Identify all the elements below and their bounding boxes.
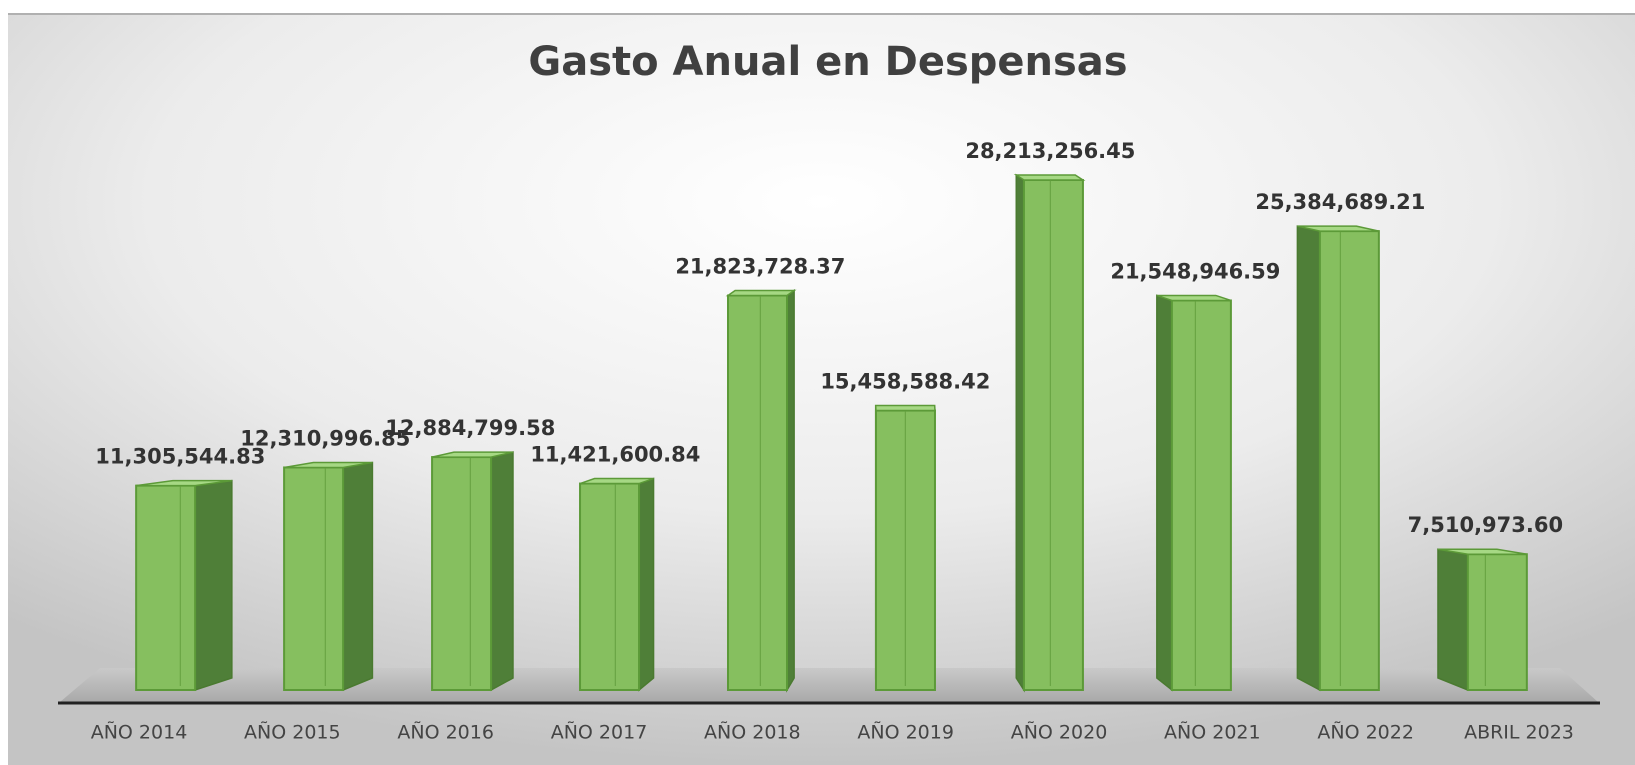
- bar: [431, 456, 493, 691]
- x-tick-label: ABRIL 2023: [1464, 722, 1574, 744]
- bar-side: [194, 479, 233, 692]
- bar-top: [579, 477, 654, 485]
- bar-top: [431, 451, 514, 458]
- x-tick-label: AÑO 2020: [1011, 721, 1108, 744]
- bar-side: [490, 451, 514, 692]
- bar-top: [1156, 294, 1232, 302]
- bar-top: [874, 404, 936, 412]
- bar: [135, 484, 197, 692]
- bar: [1022, 178, 1084, 691]
- chart-title: Gasto Anual en Despensas: [528, 39, 1127, 85]
- bar-top: [1013, 174, 1086, 181]
- bar: [1318, 230, 1380, 691]
- x-tick-label: AÑO 2017: [551, 721, 648, 744]
- bar-side: [1437, 548, 1469, 692]
- bar: [283, 466, 345, 691]
- bar-side: [786, 289, 795, 693]
- value-label: 7,510,973.60: [1408, 513, 1563, 537]
- value-label: 12,884,799.58: [385, 416, 555, 440]
- value-label: 25,384,689.21: [1255, 190, 1425, 214]
- value-label: 21,823,728.37: [675, 255, 845, 279]
- x-tick-label: AÑO 2022: [1317, 721, 1414, 744]
- bar-side: [1156, 294, 1173, 692]
- value-label: 11,305,544.83: [95, 445, 265, 469]
- value-label: 11,421,600.84: [530, 443, 700, 467]
- x-tick-label: AÑO 2018: [704, 721, 801, 744]
- x-tick-label: AÑO 2014: [91, 721, 188, 744]
- value-label: 12,310,996.85: [240, 426, 410, 450]
- bar-side: [1015, 173, 1025, 693]
- bar-top: [1437, 548, 1527, 555]
- value-label: 21,548,946.59: [1110, 259, 1280, 283]
- bar-side: [342, 461, 374, 692]
- bar: [579, 482, 641, 691]
- bar-top: [136, 479, 232, 487]
- x-tick-label: AÑO 2016: [397, 721, 494, 744]
- x-tick-label: AÑO 2015: [244, 721, 341, 744]
- bar-side: [1296, 225, 1321, 692]
- value-label: 15,458,588.42: [820, 370, 990, 394]
- bar-side: [638, 477, 655, 692]
- x-tick-label: AÑO 2019: [857, 721, 954, 744]
- bar: [1170, 299, 1232, 691]
- bar-top: [283, 461, 373, 469]
- bar-top: [725, 289, 797, 297]
- bar: [727, 294, 789, 691]
- bar-top: [1297, 225, 1380, 232]
- value-label: 28,213,256.45: [965, 139, 1135, 163]
- x-tick-label: AÑO 2021: [1164, 721, 1261, 744]
- bar: [1466, 553, 1528, 691]
